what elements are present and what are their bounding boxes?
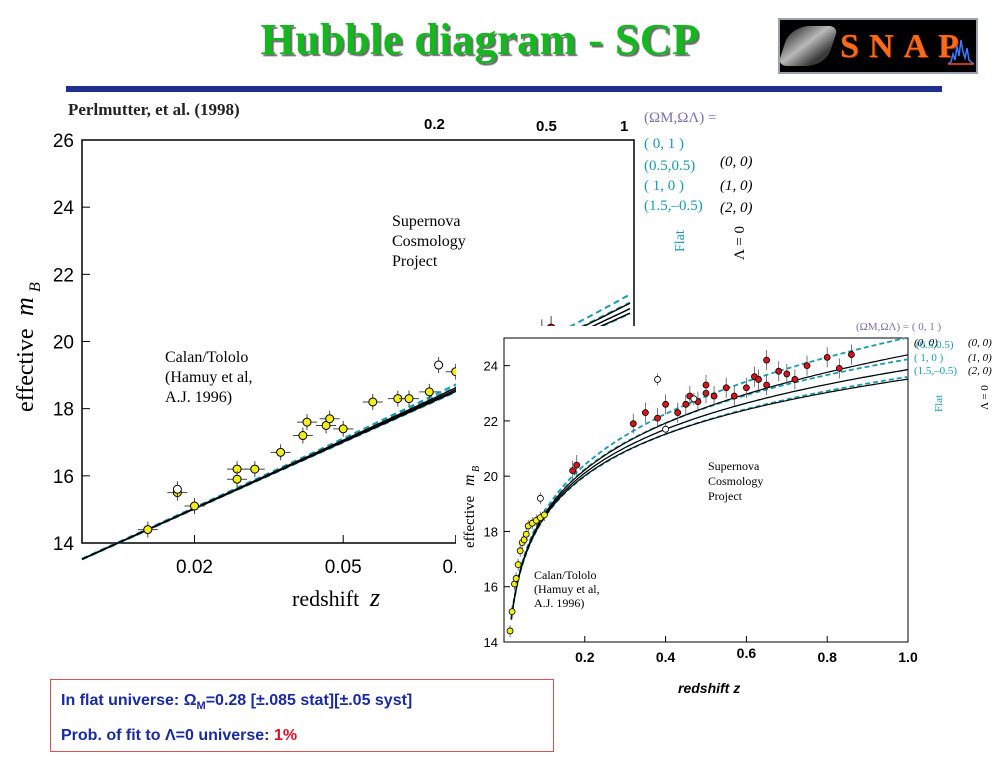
inset-model-open-2-0-curve — [510, 378, 909, 620]
lambda-symbol: Λ — [164, 727, 176, 745]
inset-ytick-label: 14 — [484, 635, 498, 650]
top-z-label-0.5: 0.5 — [536, 118, 557, 135]
main-point-yellow — [232, 474, 242, 484]
inset-point-open — [536, 494, 544, 502]
inset-background — [456, 326, 908, 644]
main-point-yellow — [143, 525, 153, 535]
inset-point-yellow — [506, 627, 514, 635]
inset-point-red — [848, 351, 855, 358]
inset-point-yellow — [511, 580, 518, 588]
result-info-box: In flat universe: ΩM=0.28 [±.085 stat][±… — [50, 679, 554, 752]
main-ytick-label: 26 — [53, 131, 74, 152]
inset-point-yellow — [522, 530, 530, 538]
inset-point-red — [783, 370, 791, 378]
inset-ytick-label: 22 — [484, 414, 498, 429]
inset-ytick-label: 18 — [484, 524, 498, 539]
inset-point-open — [654, 376, 661, 383]
top-z-label-1: 1 — [620, 118, 629, 135]
main-point-yellow — [302, 417, 312, 427]
main-point-yellow — [276, 447, 286, 457]
inset-point-yellow — [516, 547, 524, 555]
inset-point-red — [763, 356, 770, 364]
inset-plot-frame — [503, 337, 909, 643]
main-point-yellow — [424, 387, 434, 397]
inset-point-red — [662, 400, 669, 408]
info-line-omega: In flat universe: ΩM=0.28 [±.085 stat][±… — [61, 686, 543, 721]
title-rule — [66, 86, 942, 92]
main-point-yellow — [250, 464, 260, 474]
inset-xtick-label: 0.8 — [817, 649, 837, 665]
inset-point-red — [629, 420, 637, 428]
inset-point-red — [654, 414, 661, 422]
info-line-probability: Prob. of fit to Λ=0 universe: 1% — [61, 721, 543, 751]
omega-subscript: M — [196, 700, 206, 713]
inset-point-red — [791, 376, 799, 383]
inset-xtick-label: 1.0 — [898, 649, 918, 665]
info-line1-value: =0.28 [±.085 stat][±.05 syst] — [205, 692, 413, 709]
snap-logo: SNAP — [778, 18, 978, 74]
inset-xtick-label: 0.2 — [575, 649, 595, 665]
main-ytick-label: 14 — [53, 534, 75, 555]
probability-value: 1% — [273, 727, 298, 745]
main-point-yellow — [325, 414, 335, 424]
inset-xlabel: redshift z — [678, 680, 741, 696]
inset-point-red — [710, 392, 718, 400]
spectrum-icon — [948, 39, 974, 65]
main-xtick-label: 0.05 — [325, 557, 362, 578]
main-ytick-label: 18 — [53, 400, 74, 421]
inset-point-red — [730, 392, 738, 400]
top-z-label-0.2: 0.2 — [424, 116, 445, 133]
inset-xtick-label: 0.6 — [737, 645, 757, 661]
main-point-yellow — [404, 394, 414, 404]
main-ytick-label: 24 — [53, 198, 75, 219]
inset-point-red — [763, 381, 770, 389]
inset-point-red — [823, 353, 831, 361]
inset-point-red — [573, 461, 581, 469]
inset-point-yellow — [512, 575, 520, 582]
inset-point-yellow — [541, 511, 548, 519]
info-line2-middle: =0 universe: — [175, 727, 274, 745]
main-point-yellow — [189, 501, 199, 511]
main-point-open — [434, 360, 444, 370]
inset-point-red — [775, 367, 783, 375]
main-point-yellow — [298, 431, 308, 441]
inset-point-red — [642, 409, 649, 417]
inset-point-red — [835, 364, 843, 372]
inset-point-red — [702, 381, 710, 389]
main-point-yellow — [338, 424, 348, 434]
inset-point-red — [682, 400, 690, 408]
main-ytick-label: 22 — [53, 265, 74, 286]
page-title: Hubble diagram - SCP — [260, 15, 700, 64]
inset-ytick-label: 16 — [484, 580, 498, 595]
main-ytick-label: 16 — [53, 467, 74, 488]
inset-point-red — [755, 376, 762, 383]
inset-point-red — [674, 409, 682, 417]
logo-text: SNAP — [840, 28, 969, 65]
omega-symbol: Ω — [183, 692, 197, 709]
inset-point-open — [662, 425, 669, 433]
inset-point-red — [722, 384, 730, 392]
main-point-open — [172, 484, 182, 494]
inset-point-yellow — [514, 561, 522, 569]
inset-xtick-label: 0.4 — [656, 649, 676, 665]
inset-model-open-1-0-curve — [510, 369, 909, 620]
info-line2-prefix: Prob. of fit to — [61, 727, 165, 745]
inset-point-open — [690, 395, 698, 403]
inset-point-red — [803, 362, 811, 370]
main-xtick-label: 0.02 — [176, 557, 213, 578]
inset-point-red — [569, 467, 577, 475]
paper-reference: Perlmutter, et al. (1998) — [68, 100, 240, 119]
inset-ytick-label: 24 — [484, 359, 498, 374]
inset-point-red — [743, 384, 750, 392]
info-line1-prefix: In flat universe: — [61, 692, 184, 709]
main-ytick-label: 20 — [53, 333, 74, 354]
inset-ytick-label: 20 — [484, 469, 498, 484]
inset-point-yellow — [508, 608, 516, 615]
main-point-yellow — [368, 397, 378, 407]
